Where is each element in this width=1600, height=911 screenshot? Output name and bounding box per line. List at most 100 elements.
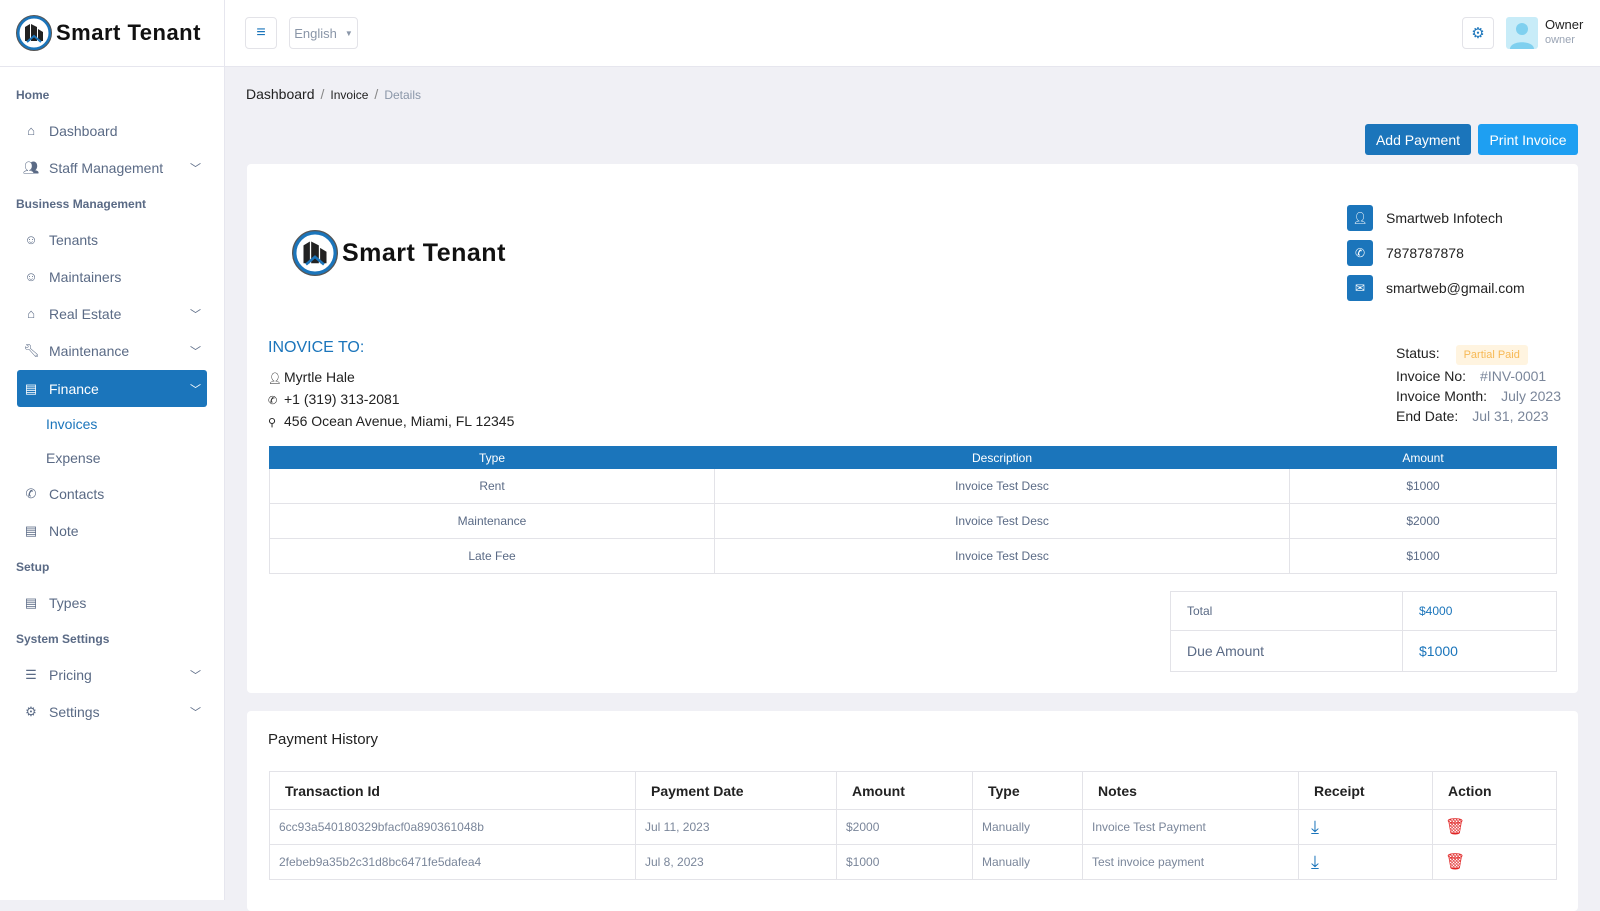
section-home: Home [16, 87, 50, 102]
user-avatar-icon [1510, 23, 1534, 49]
sidebar-item-dashboard[interactable]: ⌂ Dashboard [17, 112, 207, 149]
table-row: 2febeb9a35b2c31d8bc6471fe5dafea4 Jul 8, … [269, 844, 1557, 880]
status-label: Status: [1396, 345, 1440, 361]
company-email: ✉ smartweb@gmail.com [1347, 275, 1525, 301]
label: Finance [49, 380, 99, 397]
payment-history-card: Payment History Transaction Id Payment D… [247, 711, 1578, 911]
section-setup: Setup [16, 559, 50, 574]
sidebar-item-maintenance[interactable]: 🔧︎ Maintenance ﹀ [17, 332, 207, 369]
download-receipt-icon[interactable]: ⤓ [1298, 809, 1433, 845]
sidebar: Smart Tenant Home ⌂ Dashboard 👥︎ Staff Man… [0, 0, 225, 900]
label: Contacts [49, 485, 105, 502]
section-business: Business Management [16, 196, 147, 211]
sidebar-item-pricing[interactable]: ☰ Pricing ﹀ [17, 656, 207, 693]
gear-icon: ⚙ [25, 703, 37, 719]
brand-name: Smart Tenant [342, 238, 506, 267]
language-value: English [294, 25, 337, 41]
chevron-down-icon: ﹀ [190, 383, 201, 396]
table-row: Maintenance Invoice Test Desc $2000 [269, 503, 1557, 539]
header-amount: Amount [1289, 446, 1557, 469]
sidebar-item-finance[interactable]: ▤ Finance ﹀ [17, 370, 207, 407]
label: Maintenance [49, 342, 130, 359]
end-date-row: End Date: Jul 31, 2023 [1396, 408, 1549, 424]
due-value: $1000 [1402, 630, 1557, 672]
total-value: $4000 [1402, 591, 1557, 631]
invoice-month: July 2023 [1501, 388, 1561, 404]
invoice-no-row: Invoice No: #INV-0001 [1396, 368, 1546, 384]
menu-toggle-button[interactable]: ≡ [245, 17, 277, 49]
company-phone-text: 7878787878 [1386, 245, 1464, 261]
settings-button[interactable]: ⚙ [1462, 17, 1494, 49]
cell: Invoice Test Desc [714, 538, 1290, 574]
amount: $2000 [836, 809, 973, 845]
bill-to: 👤︎ Myrtle Hale ✆ +1 (319) 313-2081 ⚲ 456 Oc… [268, 367, 514, 433]
cell: Late Fee [269, 538, 715, 574]
user-role: owner [1545, 34, 1575, 46]
sidebar-item-maintainers[interactable]: ☺ Maintainers [17, 258, 207, 295]
avatar[interactable] [1506, 17, 1538, 49]
table-row: 6cc93a540180329bfacf0a890361048b Jul 11,… [269, 809, 1557, 845]
label: Staff Management [49, 159, 164, 176]
client-address: 456 Ocean Avenue, Miami, FL 12345 [284, 413, 515, 429]
invoice-month-row: Invoice Month: July 2023 [1396, 388, 1561, 404]
chevron-down-icon: ﹀ [190, 345, 201, 358]
trash-icon[interactable]: 🗑︎ [1432, 844, 1557, 880]
label: Note [49, 522, 79, 539]
topbar: ≡ English ▼ ⚙ Owner owner [225, 0, 1600, 67]
sidebar-item-settings[interactable]: ⚙ Settings ﹀ [17, 693, 207, 730]
breadcrumb-dashboard[interactable]: Dashboard [246, 86, 315, 102]
file-icon: ▤ [24, 380, 38, 396]
gear-icon: ⚙ [1471, 25, 1485, 42]
header-receipt: Receipt [1298, 771, 1433, 810]
file-icon: ▤ [24, 594, 38, 610]
sidebar-item-tenants[interactable]: ☺ Tenants [17, 221, 207, 258]
payment-date: Jul 11, 2023 [635, 809, 837, 845]
file-icon: ▤ [24, 522, 38, 538]
sidebar-item-contacts[interactable]: ✆ Contacts [17, 475, 207, 512]
download-receipt-icon[interactable]: ⤓ [1298, 844, 1433, 880]
sidebar-item-expense[interactable]: Expense [46, 450, 101, 466]
trash-icon[interactable]: 🗑︎ [1432, 809, 1557, 845]
invoice-logo: Smart Tenant [292, 230, 506, 276]
building-icon: ⌂ [27, 306, 35, 321]
type: Manually [972, 809, 1083, 845]
breadcrumb: Dashboard / Invoice / Details [246, 86, 421, 102]
company-email-text: smartweb@gmail.com [1386, 280, 1525, 296]
database-icon: ☰ [25, 666, 37, 682]
user-icon: 👤︎ [268, 373, 282, 385]
sidebar-item-types[interactable]: ▤ Types [17, 584, 207, 621]
logo-icon [16, 15, 52, 51]
map-marker-icon: ⚲ [268, 417, 277, 429]
caret-down-icon: ▼ [344, 28, 353, 38]
sidebar-item-note[interactable]: ▤ Note [17, 512, 207, 549]
hamburger-icon: ≡ [256, 24, 266, 41]
header-amount: Amount [836, 771, 973, 810]
label: Types [49, 594, 87, 611]
envelope-icon: ✉ [1347, 275, 1373, 301]
header-type: Type [269, 446, 715, 469]
transaction-id: 6cc93a540180329bfacf0a890361048b [269, 809, 636, 845]
sidebar-item-invoices[interactable]: Invoices [46, 416, 98, 432]
add-payment-button[interactable]: Add Payment [1365, 124, 1471, 155]
notes: Test invoice payment [1082, 844, 1299, 880]
due-label: Due Amount [1170, 630, 1403, 672]
label: Invoice Month: [1396, 388, 1488, 404]
user-name: Owner [1545, 17, 1584, 32]
label: End Date: [1396, 408, 1459, 424]
header-action: Action [1432, 771, 1557, 810]
language-select[interactable]: English ▼ [289, 17, 358, 49]
sidebar-item-staff[interactable]: 👥︎ Staff Management ﹀ [17, 149, 207, 186]
wrench-icon: 🔧︎ [23, 342, 40, 358]
users-icon: 👥︎ [23, 159, 40, 175]
label: Dashboard [49, 122, 118, 139]
chevron-down-icon: ﹀ [190, 669, 201, 682]
breadcrumb-invoice[interactable]: Invoice [330, 88, 369, 102]
table-row: Rent Invoice Test Desc $1000 [269, 468, 1557, 504]
print-invoice-button[interactable]: Print Invoice [1478, 124, 1578, 155]
label: Maintainers [49, 268, 122, 285]
home-icon: ⌂ [27, 123, 35, 138]
invoice-card: Smart Tenant 👤︎ Smartweb Infotech ✆ 787878… [247, 164, 1578, 693]
cell: $2000 [1289, 503, 1557, 539]
brand-logo[interactable]: Smart Tenant [0, 0, 224, 67]
sidebar-item-real-estate[interactable]: ⌂ Real Estate ﹀ [17, 295, 207, 332]
